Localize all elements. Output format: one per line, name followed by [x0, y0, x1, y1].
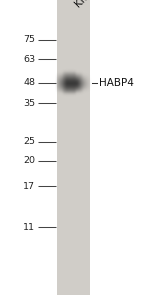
Text: 17: 17 — [23, 182, 35, 191]
Text: 25: 25 — [23, 137, 35, 146]
Text: 20: 20 — [23, 156, 35, 165]
Text: Kidney: Kidney — [73, 0, 105, 9]
Text: 11: 11 — [23, 223, 35, 232]
Text: 35: 35 — [23, 99, 35, 108]
Bar — [57, 0, 90, 295]
Text: 48: 48 — [23, 78, 35, 87]
Text: HABP4: HABP4 — [99, 78, 134, 88]
Text: 75: 75 — [23, 35, 35, 44]
Text: 63: 63 — [23, 55, 35, 63]
